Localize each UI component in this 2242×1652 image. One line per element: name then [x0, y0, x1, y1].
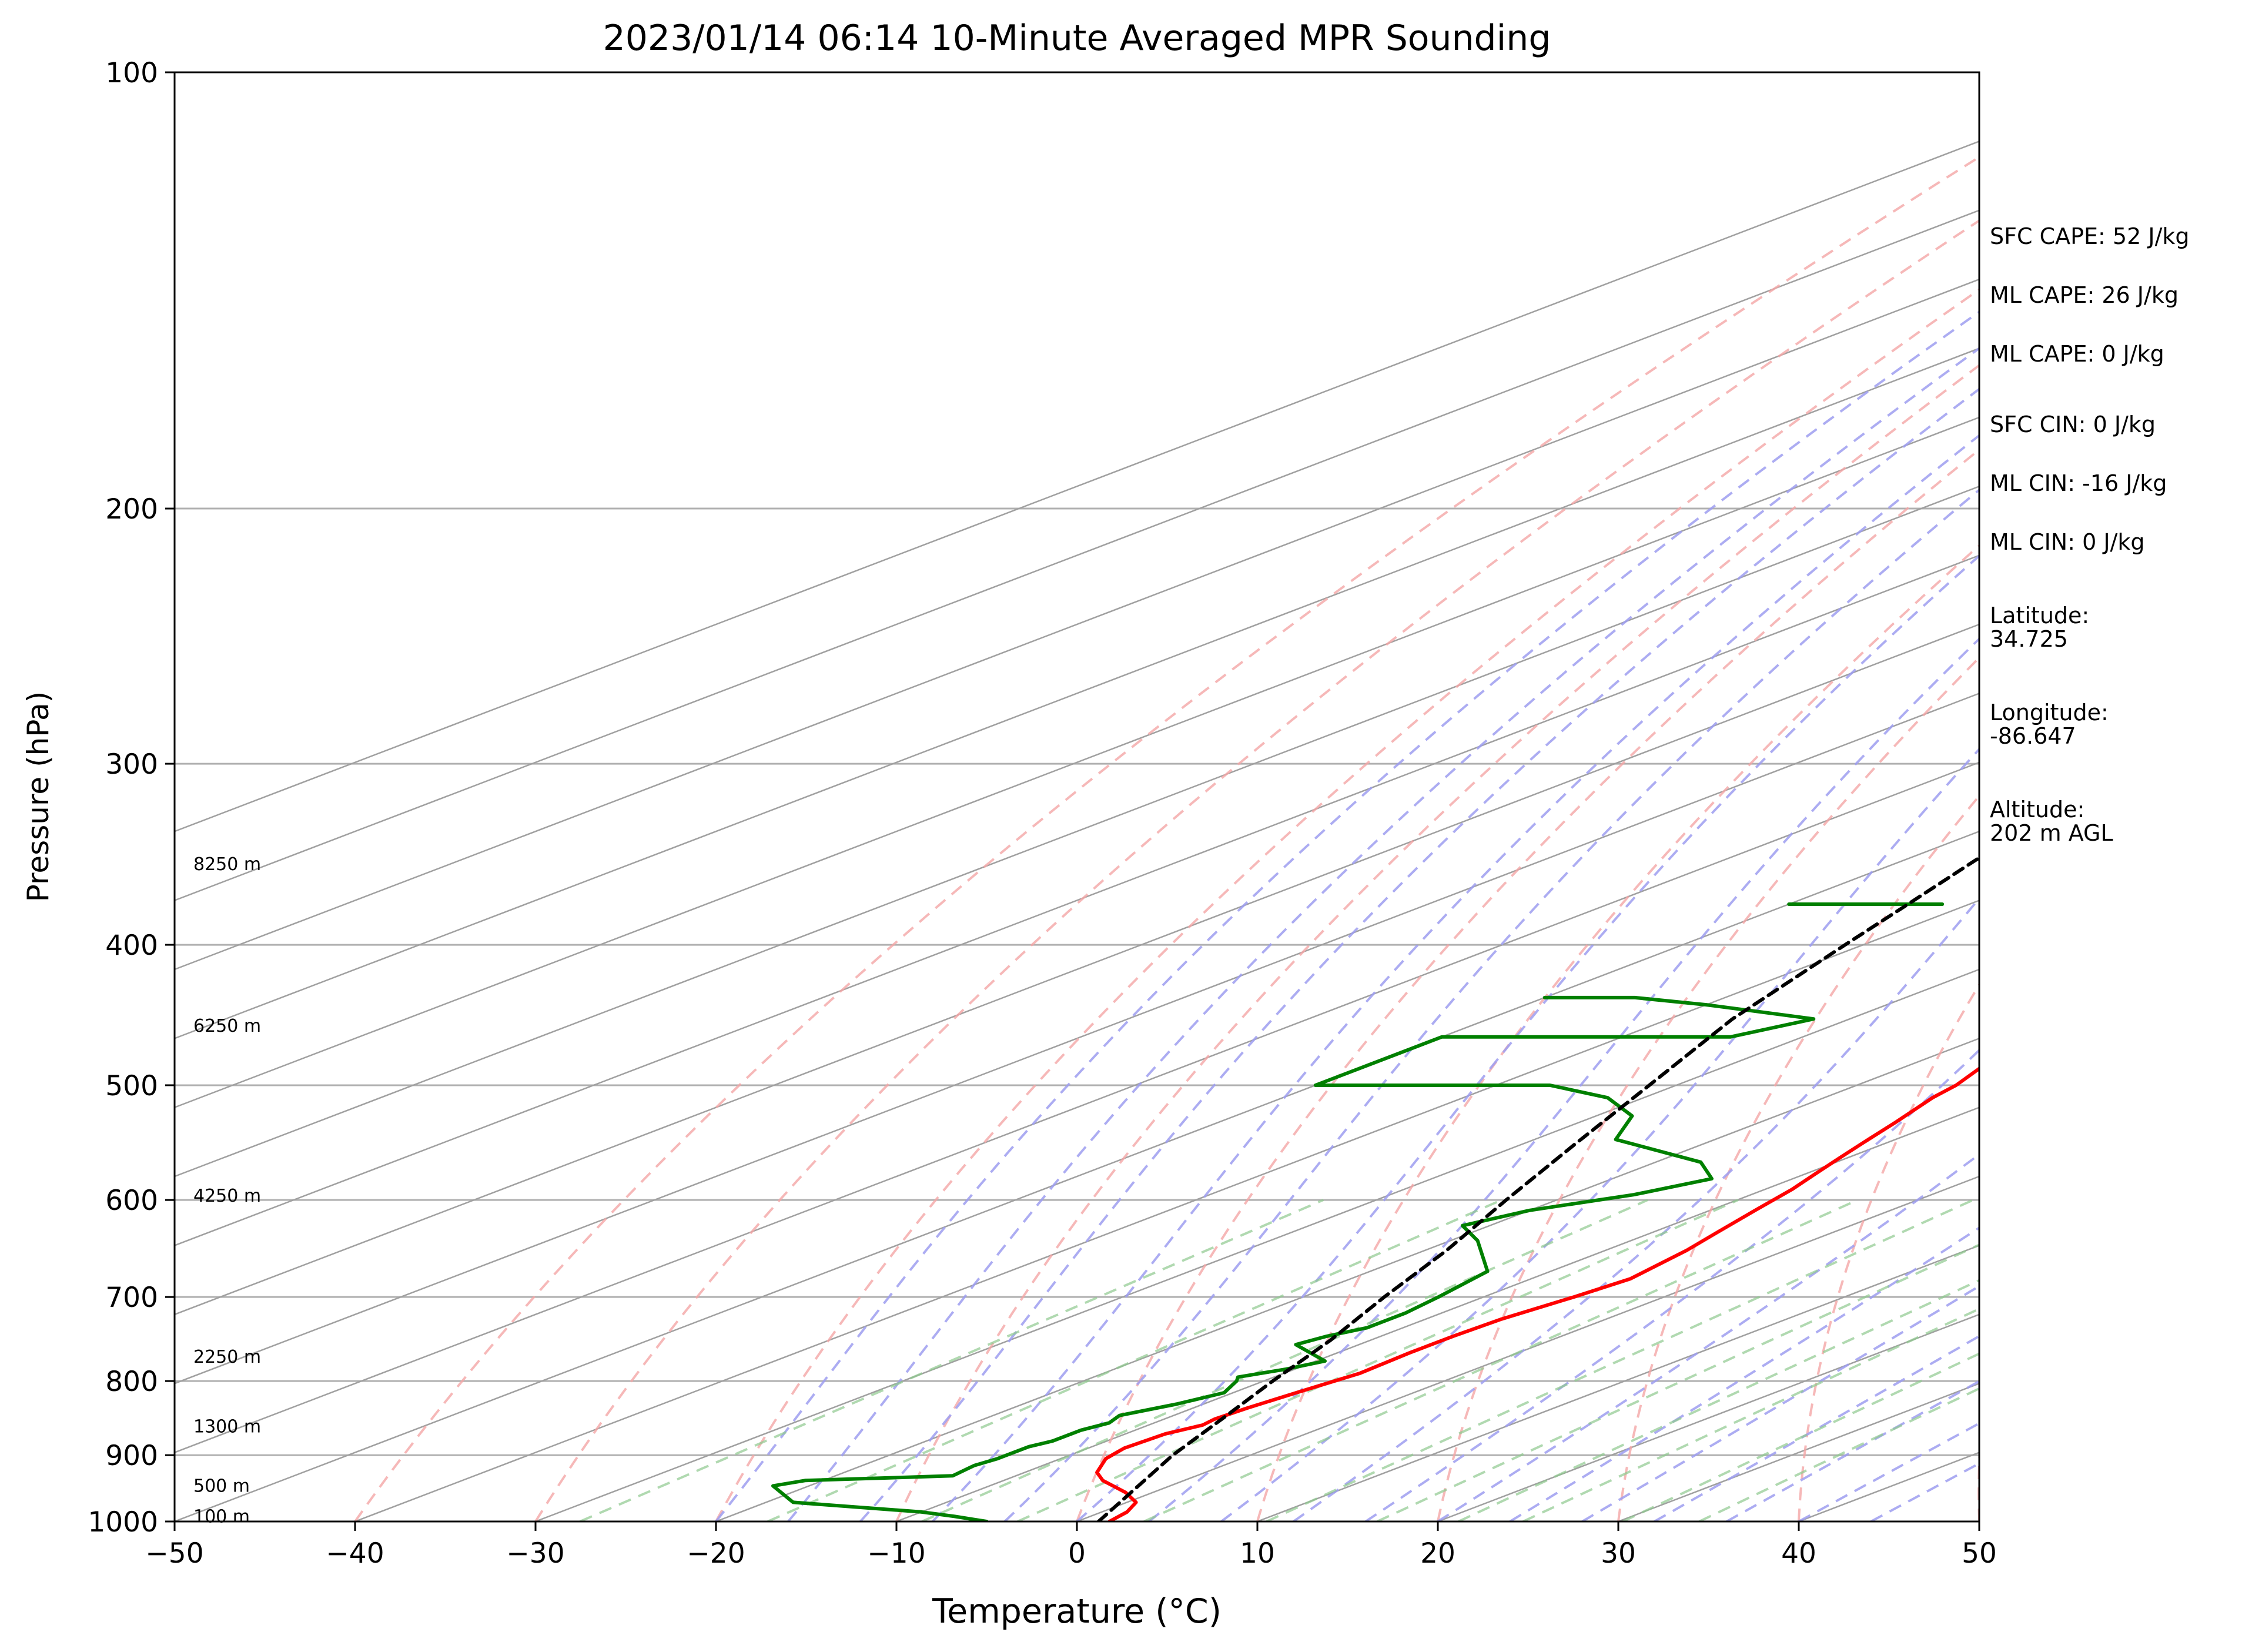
mixing-ratio-line	[580, 1199, 1324, 1521]
mixing-ratio-line	[1266, 1199, 1974, 1521]
temperature-line	[1095, 1066, 1979, 1521]
isotherm-line	[175, 347, 1979, 1039]
isotherm-line	[175, 416, 1979, 1109]
stat-text: Latitude:	[1990, 603, 2089, 628]
stat-text: -86.647	[1990, 723, 2076, 749]
height-label: 500 m	[193, 1476, 250, 1496]
isotherm-line	[896, 1106, 1979, 1521]
isotherm-line	[175, 830, 1979, 1521]
x-axis-label: Temperature (°C)	[932, 1592, 1222, 1631]
stat-text: Longitude:	[1990, 700, 2109, 725]
height-label: 6250 m	[193, 1016, 261, 1036]
height-label: 1300 m	[193, 1417, 261, 1437]
isotherm-line	[175, 278, 1979, 971]
moist-adiabat-line	[859, 387, 1979, 1521]
y-tick-label: 100	[105, 57, 158, 89]
height-labels: 100 m 500 m 1300 m 2250 m 4250 m 6250 m 8250 m	[193, 854, 261, 1527]
height-label: 2250 m	[193, 1347, 261, 1367]
stat-text: SFC CAPE: 52 J/kg	[1990, 223, 2190, 249]
y-tick-label: 900	[105, 1440, 158, 1472]
y-tick-label: 400	[105, 929, 158, 962]
stat-text: 34.725	[1990, 626, 2068, 652]
mixing-ratio-line	[1143, 1199, 1858, 1521]
x-tick-label: 10	[1240, 1537, 1275, 1570]
moist-adiabat-line	[715, 310, 1979, 1521]
isotherm-line	[175, 485, 1979, 1178]
y-axis: 100 200 300 400 500 600 700 800 900 1000	[88, 57, 175, 1539]
height-label: 100 m	[193, 1506, 250, 1527]
x-tick-label: −50	[145, 1537, 203, 1570]
isotherm-line	[175, 693, 1979, 1385]
stat-text: ML CAPE: 0 J/kg	[1990, 341, 2164, 367]
moist-adiabat-line	[1365, 1048, 1979, 1521]
x-axis: −50 −40 −30 −20 −10 0 10 20 30 40 50	[145, 1521, 1997, 1570]
height-label: 8250 m	[193, 854, 261, 875]
x-tick-label: 50	[1962, 1537, 1997, 1570]
x-tick-label: −40	[326, 1537, 384, 1570]
y-axis-label: Pressure (hPa)	[21, 691, 55, 902]
parcel-line	[1096, 855, 1979, 1521]
moist-adiabat-line	[931, 434, 1979, 1521]
x-tick-label: −10	[867, 1537, 925, 1570]
y-tick-label: 800	[105, 1366, 158, 1398]
dry-adiabat-line	[534, 219, 1979, 1521]
height-label: 4250 m	[193, 1186, 261, 1206]
x-tick-label: 20	[1420, 1537, 1455, 1570]
stat-text: 202 m AGL	[1990, 820, 2113, 846]
isotherm-line	[715, 1037, 1979, 1521]
dry-adiabat-line	[354, 155, 1979, 1521]
dry-adiabat-line	[1256, 544, 1979, 1521]
background-lines	[175, 72, 1979, 1521]
x-tick-label: −20	[687, 1537, 745, 1570]
y-tick-label: 700	[105, 1282, 158, 1314]
y-tick-label: 500	[105, 1070, 158, 1102]
isotherm-line	[354, 899, 1979, 1521]
stat-text: Altitude:	[1990, 797, 2084, 822]
dry-adiabat-line	[1437, 656, 1979, 1521]
moist-adiabat-line	[1293, 897, 1979, 1521]
dewpoint-line	[771, 995, 1816, 1521]
isotherm-line	[175, 761, 1979, 1453]
dry-adiabat-line	[1798, 982, 1979, 1521]
isotherm-line	[1257, 1245, 1979, 1521]
stat-text: ML CIN: 0 J/kg	[1990, 529, 2144, 555]
stat-text: ML CIN: -16 J/kg	[1990, 470, 2167, 496]
isotherm-line	[1076, 1175, 1979, 1521]
mixing-ratio-line	[1622, 1352, 1979, 1521]
x-tick-label: −30	[506, 1537, 564, 1570]
y-tick-label: 1000	[88, 1506, 158, 1539]
moist-adiabat-line	[1076, 554, 1979, 1521]
y-tick-label: 300	[105, 748, 158, 781]
chart-title: 2023/01/14 06:14 10-Minute Averaged MPR …	[603, 18, 1551, 59]
y-tick-label: 600	[105, 1185, 158, 1217]
isotherm-line	[175, 623, 1979, 1316]
y-tick-label: 200	[105, 493, 158, 526]
isotherm-line	[175, 141, 1979, 832]
stat-text: ML CAPE: 26 J/kg	[1990, 282, 2179, 308]
isotherm-line	[175, 209, 1979, 901]
x-tick-label: 40	[1781, 1537, 1816, 1570]
series-lines	[771, 855, 1979, 1521]
moist-adiabat-line	[1148, 637, 1979, 1521]
dry-adiabat-line	[715, 288, 1979, 1521]
dry-adiabat-line	[1076, 448, 1979, 1521]
moist-adiabat-line	[1581, 1285, 1979, 1521]
x-tick-label: 0	[1068, 1537, 1086, 1570]
isotherm-line	[535, 968, 1979, 1521]
stats-panel: SFC CAPE: 52 J/kg ML CAPE: 26 J/kg ML CAPE…	[1990, 223, 2190, 846]
stat-text: SFC CIN: 0 J/kg	[1990, 412, 2156, 437]
x-tick-label: 30	[1601, 1537, 1636, 1570]
moist-adiabat-line	[787, 347, 1979, 1521]
isotherm-line	[175, 554, 1979, 1246]
